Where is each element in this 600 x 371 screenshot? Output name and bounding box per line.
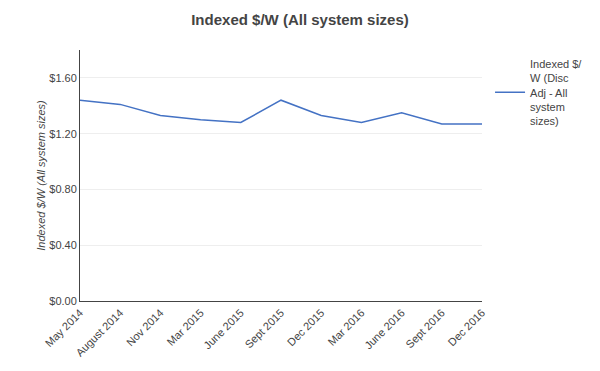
svg-text:Mar 2015: Mar 2015 (165, 307, 206, 348)
svg-text:Dec 2016: Dec 2016 (446, 307, 488, 349)
svg-text:$1.20: $1.20 (49, 128, 77, 140)
svg-text:$0.00: $0.00 (49, 295, 77, 307)
svg-text:June 2016: June 2016 (362, 307, 407, 352)
svg-text:Sept 2016: Sept 2016 (403, 307, 447, 351)
svg-text:$0.80: $0.80 (49, 183, 77, 195)
svg-text:$1.60: $1.60 (49, 72, 77, 84)
svg-text:Dec 2015: Dec 2015 (285, 307, 327, 349)
svg-text:Indexed $/W (All system sizes): Indexed $/W (All system sizes) (191, 11, 409, 28)
svg-text:Sept 2015: Sept 2015 (242, 307, 286, 351)
svg-text:$0.40: $0.40 (49, 239, 77, 251)
svg-text:Mar 2016: Mar 2016 (325, 307, 366, 348)
svg-text:June 2015: June 2015 (201, 307, 246, 352)
svg-text:Indexed $/W (DiscAdj - Allsyst: Indexed $/W (DiscAdj - Allsystemsizes) (530, 58, 582, 127)
svg-text:Indexed $/W (All system sizes): Indexed $/W (All system sizes) (35, 100, 47, 251)
svg-text:Nov 2014: Nov 2014 (124, 307, 166, 349)
svg-text:August 2014: August 2014 (73, 307, 125, 359)
svg-text:May 2014: May 2014 (43, 307, 86, 350)
